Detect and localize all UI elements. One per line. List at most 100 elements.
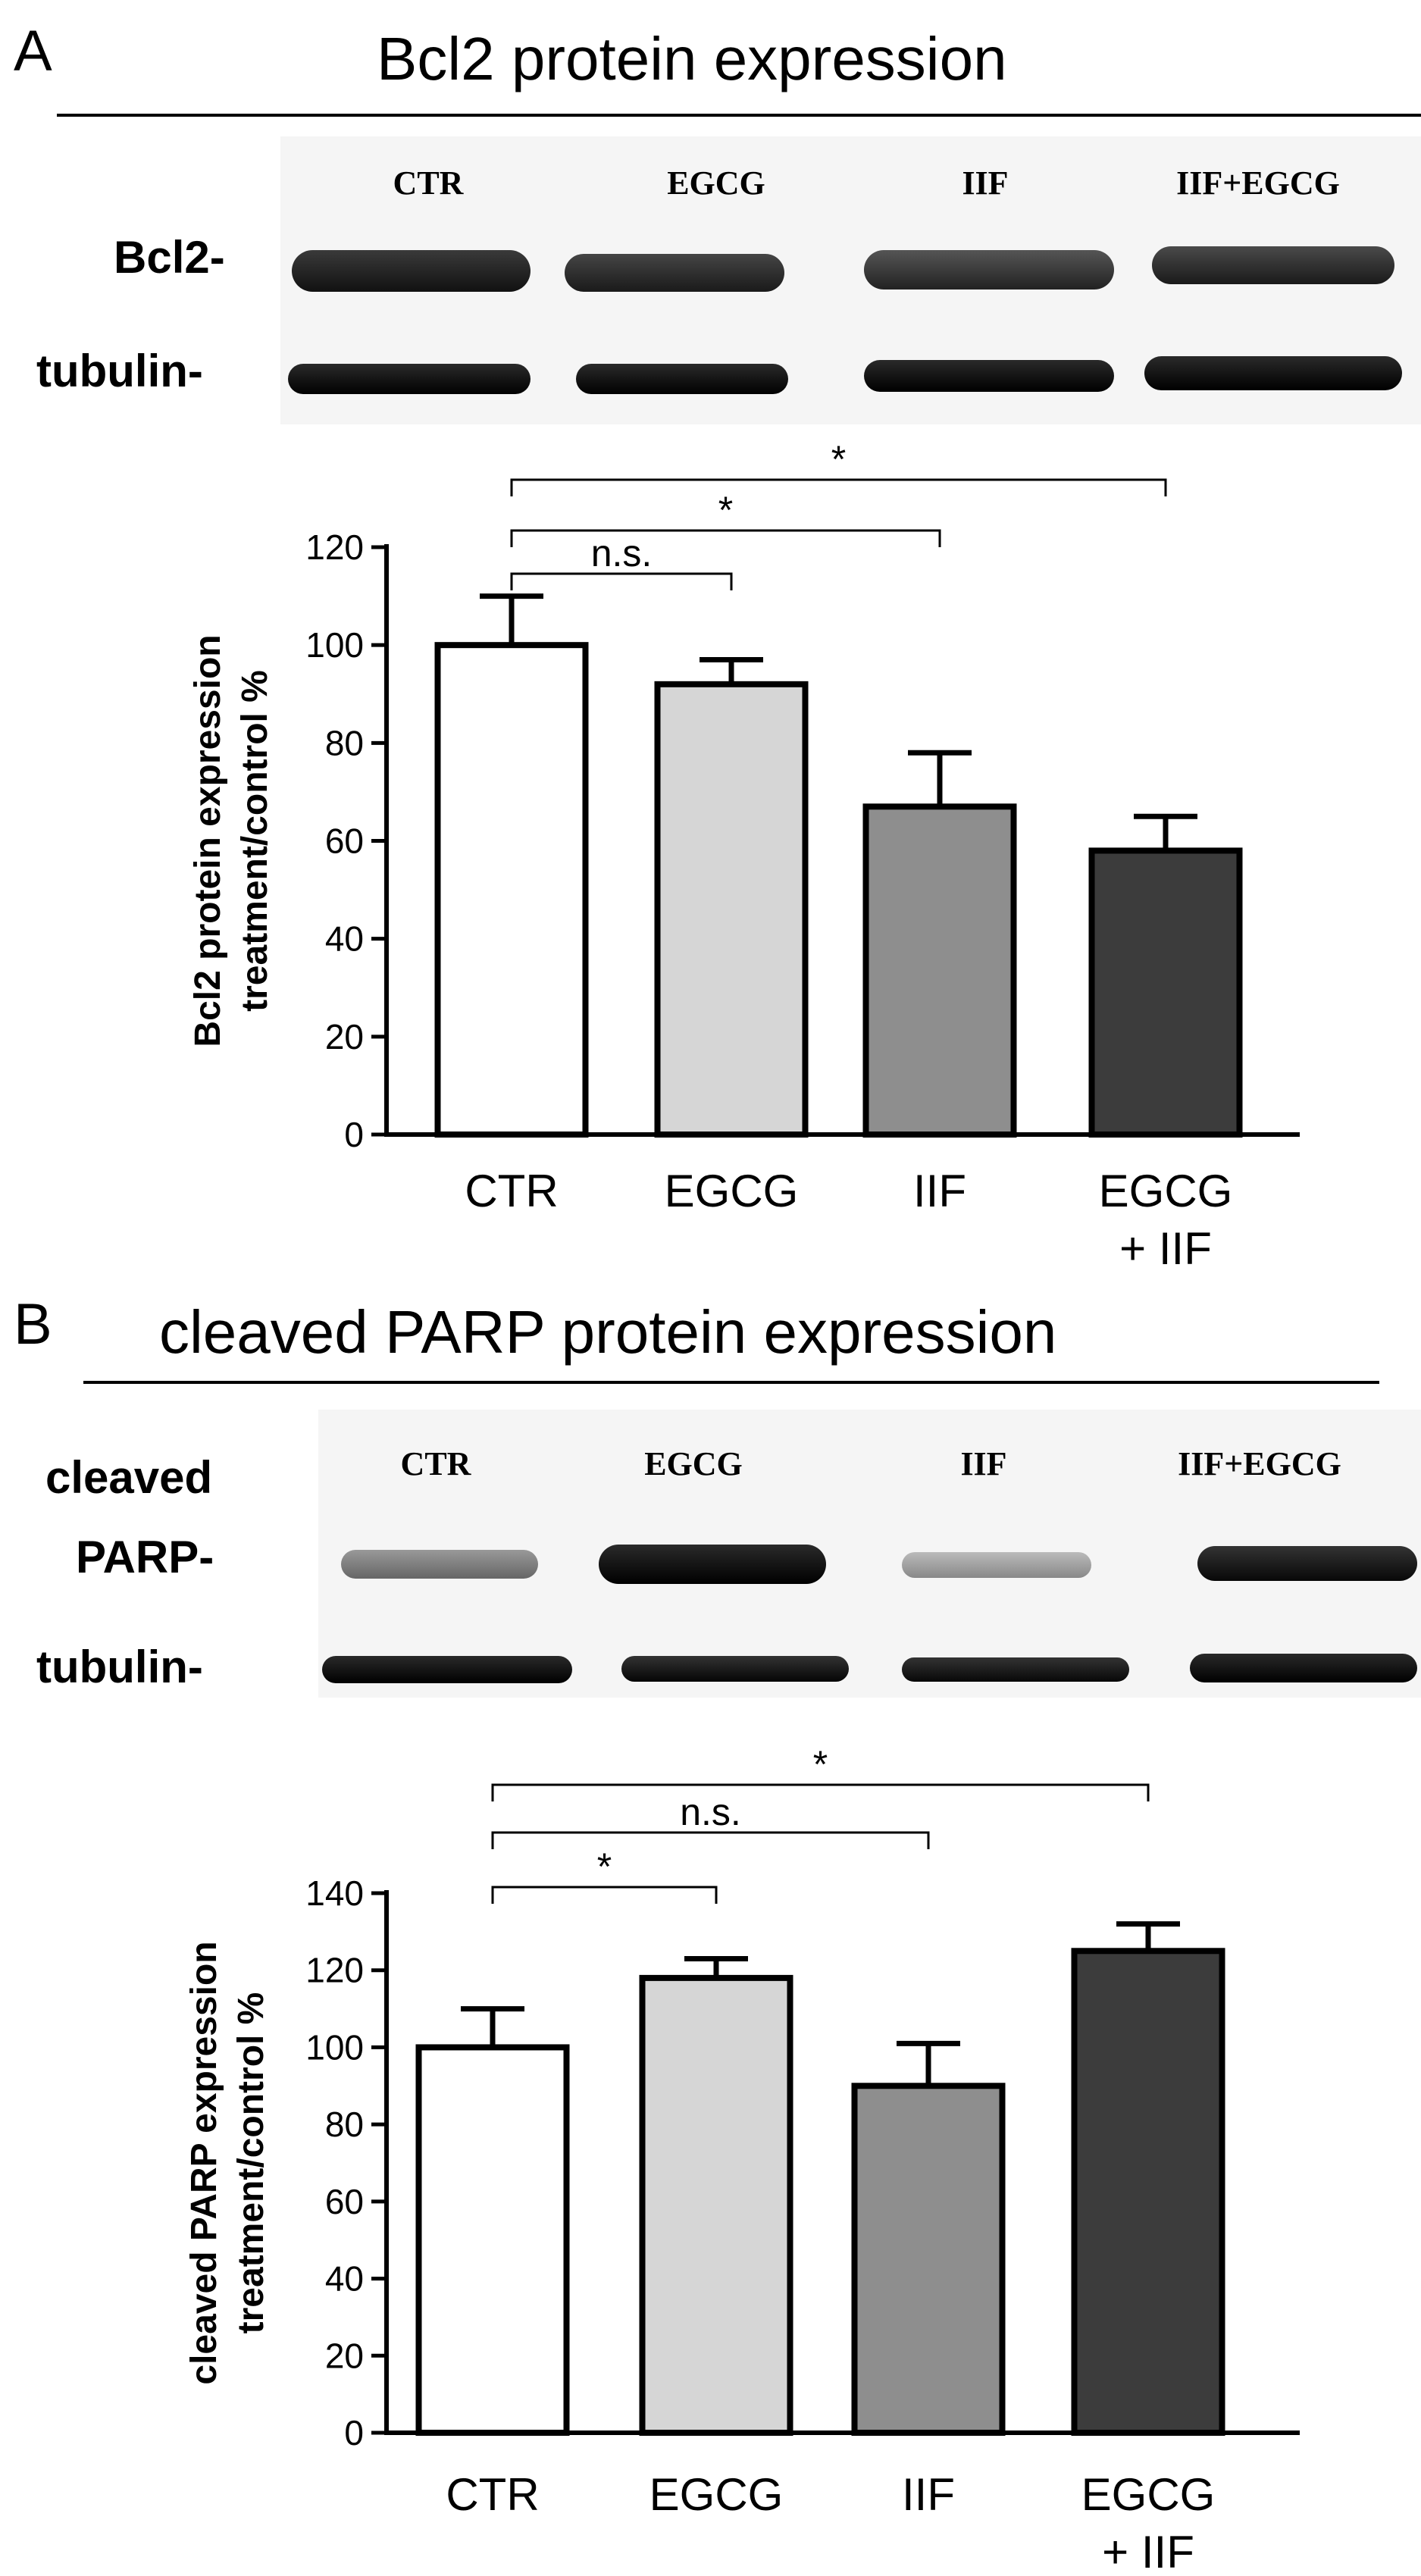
- blot-row-label-cleaved: cleaved: [45, 1452, 213, 1503]
- significance-bracket: [510, 529, 941, 547]
- western-blot-image: [318, 1410, 1421, 1698]
- x-tick-label-line: IIF: [913, 1166, 966, 1216]
- panel-letter: B: [14, 1292, 52, 1357]
- blot-band: [864, 360, 1114, 392]
- panel-title: Bcl2 protein expression: [377, 25, 1007, 92]
- y-axis-title-line: Bcl2 protein expression: [188, 634, 228, 1047]
- significance-label: *: [813, 1743, 828, 1786]
- lane-label-egcg: EGCG: [644, 1445, 743, 1482]
- blot-band: [902, 1657, 1129, 1682]
- x-tick-label: IIF: [913, 1166, 966, 1216]
- blot-band: [1144, 356, 1402, 390]
- lane-label-iif-egcg: IIF+EGCG: [1176, 164, 1340, 202]
- y-tick-label: 0: [344, 2413, 364, 2452]
- significance-bracket: [491, 1783, 1150, 1801]
- bar: [862, 803, 1017, 1138]
- panel-a: A Bcl2 protein expression CTR EGCG IIF I…: [14, 19, 1421, 1274]
- significance-bracket: [491, 1831, 930, 1849]
- y-tick-label: 20: [325, 1017, 364, 1056]
- significance-label: n.s.: [591, 532, 653, 574]
- y-tick-label: 140: [305, 1873, 364, 1913]
- blot-band: [341, 1550, 538, 1579]
- y-axis-title: cleaved PARP expression treatment/control…: [184, 1941, 271, 2384]
- blot-band: [1197, 1546, 1417, 1581]
- bar: [434, 642, 589, 1138]
- western-blot-image: [280, 136, 1421, 424]
- title-underline: [57, 114, 1421, 117]
- blot-band: [565, 254, 784, 292]
- x-tick-label-line: EGCG: [649, 2469, 784, 2520]
- lane-label-egcg: EGCG: [667, 164, 765, 202]
- blot-band: [902, 1552, 1091, 1578]
- x-tick-label-line: CTR: [465, 1166, 558, 1216]
- bar: [851, 2083, 1006, 2437]
- x-tick-label: CTR: [465, 1166, 558, 1216]
- bar: [654, 681, 809, 1138]
- y-tick-label: 100: [305, 2027, 364, 2067]
- title-underline: [83, 1381, 1379, 1384]
- lane-label-ctr: CTR: [400, 1445, 471, 1482]
- x-tick-label: IIF: [902, 2469, 955, 2520]
- panel-b: B cleaved PARP protein expression CTR EG…: [0, 1288, 1421, 2576]
- lane-label-iif: IIF: [960, 1445, 1007, 1482]
- y-tick-label: 120: [305, 1951, 364, 1990]
- y-axis-title: Bcl2 protein expression treatment/control…: [188, 634, 275, 1047]
- y-axis-title-line: cleaved PARP expression: [184, 1941, 224, 2384]
- y-tick-label: 120: [305, 527, 364, 567]
- y-tick-label: 20: [325, 2336, 364, 2375]
- y-tick-label: 40: [325, 2259, 364, 2299]
- bar-chart-bcl2: 0 20 40 60 80 100 120 Bcl2 protein expression tr…: [188, 438, 1300, 1274]
- x-tick-label: CTR: [446, 2469, 539, 2520]
- panel-title: cleaved PARP protein expression: [159, 1298, 1057, 1366]
- blot-band: [621, 1656, 849, 1682]
- x-tick-label-line: CTR: [446, 2469, 539, 2520]
- significance-label: *: [831, 438, 846, 480]
- blot-band: [1152, 246, 1394, 284]
- y-tick-label: 0: [344, 1115, 364, 1154]
- x-tick-label: EGCG: [665, 1166, 799, 1216]
- blot-band: [599, 1545, 826, 1584]
- significance-label: *: [718, 489, 733, 531]
- x-tick-label-line: EGCG: [1081, 2469, 1216, 2520]
- bar: [415, 2044, 570, 2437]
- blot-row-label-parp: PARP-: [76, 1532, 214, 1582]
- lane-label-ctr: CTR: [393, 164, 464, 202]
- blot-band: [322, 1656, 572, 1683]
- significance-bracket: [510, 572, 733, 590]
- blot-band: [864, 250, 1114, 290]
- y-axis-title-line: treatment/control %: [235, 670, 275, 1012]
- significance-label: n.s.: [680, 1791, 741, 1833]
- x-tick-label-line: EGCG: [1099, 1166, 1233, 1216]
- blot-band: [292, 250, 531, 292]
- x-tick-label: EGCG + IIF: [1081, 2469, 1216, 2576]
- blot-band: [576, 364, 788, 394]
- bar: [639, 1974, 793, 2436]
- panel-letter: A: [14, 19, 52, 83]
- blot-row-label-tubulin: tubulin-: [36, 346, 203, 396]
- bar: [1071, 1948, 1225, 2436]
- y-tick-label: 60: [325, 2182, 364, 2221]
- bar: [1088, 847, 1243, 1138]
- lane-label-iif: IIF: [962, 164, 1009, 202]
- bar-chart-cleaved-parp: 0 20 40 60 80 100 120 140 cleaved PARP expressio…: [184, 1743, 1300, 2576]
- x-tick-label: EGCG + IIF: [1099, 1166, 1233, 1274]
- y-tick-label: 80: [325, 723, 364, 762]
- lane-label-iif-egcg: IIF+EGCG: [1178, 1445, 1341, 1482]
- blot-row-label-bcl2: Bcl2-: [114, 232, 225, 283]
- y-tick-label: 60: [325, 822, 364, 861]
- blot-band: [1190, 1654, 1417, 1682]
- blot-band: [288, 364, 531, 394]
- y-tick-label: 100: [305, 625, 364, 665]
- y-axis-title-line: treatment/control %: [231, 1992, 271, 2334]
- significance-bracket: [510, 478, 1167, 496]
- x-tick-label-line: IIF: [902, 2469, 955, 2520]
- y-tick-label: 40: [325, 919, 364, 959]
- x-tick-label: EGCG: [649, 2469, 784, 2520]
- blot-row-label-tubulin: tubulin-: [36, 1642, 203, 1692]
- x-tick-label-line: EGCG: [665, 1166, 799, 1216]
- y-tick-label: 80: [325, 2105, 364, 2144]
- significance-label: *: [597, 1845, 612, 1888]
- x-tick-label-line: + IIF: [1119, 1223, 1212, 1274]
- x-tick-label-line: + IIF: [1102, 2527, 1194, 2576]
- significance-bracket: [491, 1886, 718, 1904]
